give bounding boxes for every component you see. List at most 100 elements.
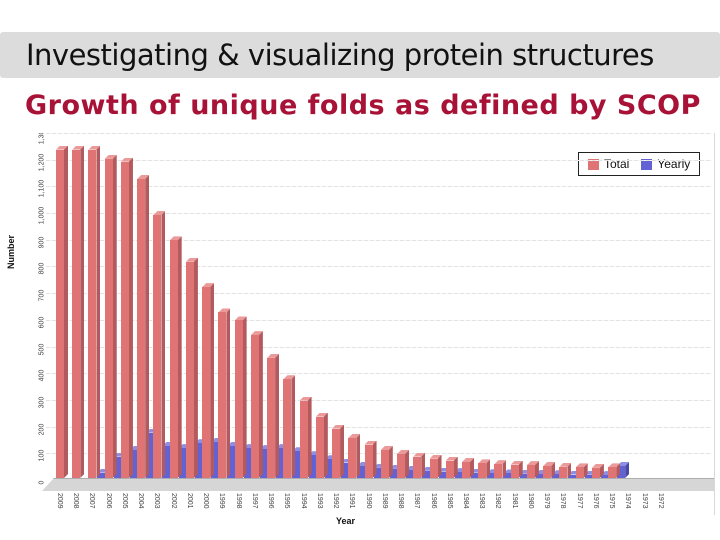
bar-total-1994 [299, 396, 312, 478]
x-axis-tick-label: 1978 [559, 493, 567, 509]
y-axis-tick-label: 1,100 [38, 180, 46, 198]
y-axis-tick-label: 300 [38, 396, 46, 409]
y-axis-tick-label: 1,200 [38, 153, 46, 171]
gridline [46, 293, 712, 295]
bar-total-2003 [153, 211, 166, 478]
gridline [46, 186, 712, 188]
y-axis-tick-label: 1,000 [38, 206, 46, 225]
gridline [46, 239, 712, 241]
gridline [46, 453, 712, 455]
bar-total-1978 [559, 462, 572, 478]
x-axis-tick-label: 2007 [88, 493, 96, 509]
y-axis-tick-label: 100 [38, 449, 46, 462]
bar-total-1983 [478, 459, 491, 478]
bar-total-1993 [315, 412, 328, 478]
bar-total-1988 [397, 449, 410, 478]
bar-total-1981 [510, 460, 523, 478]
x-axis-tick-label: 1997 [250, 493, 258, 509]
bar-total-1990 [364, 440, 377, 478]
title-band: Investigating & visualizing protein stru… [0, 32, 720, 78]
y-axis-tick-label: 1,300 [38, 133, 46, 145]
x-axis-tick-label: 1986 [429, 493, 437, 509]
slide-subtitle: Growth of unique folds as defined by SCO… [25, 90, 701, 121]
x-axis-tick-label: 1973 [640, 493, 648, 509]
bar-total-1976 [591, 463, 604, 478]
x-axis-tick-label: 1985 [445, 493, 453, 509]
gridline [46, 213, 712, 214]
y-axis-tick-label: 600 [38, 316, 46, 329]
y-axis-tick-label: 0 [38, 480, 46, 485]
x-axis-tick-label: 1995 [283, 493, 291, 509]
x-axis-tick-label: 1996 [267, 493, 275, 509]
bar-total-2002 [169, 236, 182, 478]
x-axis-tick-label: 1987 [413, 493, 421, 509]
x-axis-tick-label: 1983 [478, 493, 486, 509]
bar-total-1985 [445, 456, 458, 478]
x-axis-title: Year [336, 516, 356, 526]
bar-total-1982 [494, 460, 507, 478]
gridline [46, 319, 712, 321]
bar-total-1979 [543, 461, 556, 478]
bar-total-1977 [575, 463, 588, 478]
x-axis-tick-label: 1982 [494, 493, 502, 509]
bar-total-1995 [283, 375, 296, 478]
x-axis-tick-label: 1977 [575, 493, 583, 509]
bar-total-1975 [608, 463, 621, 478]
x-axis-tick-label: 1991 [348, 493, 356, 509]
bar-total-1999 [218, 308, 231, 478]
bar-total-2007 [88, 145, 101, 478]
gridline [46, 159, 712, 161]
y-axis-title: Number [6, 235, 16, 270]
x-axis-tick-label: 2008 [72, 493, 80, 509]
x-axis-tick-label: 1979 [543, 493, 551, 509]
bar-total-1998 [234, 316, 247, 478]
x-axis-tick-label: 2003 [153, 493, 161, 509]
y-axis-tick-label: 900 [38, 236, 46, 249]
y-axis-tick-label: 500 [38, 343, 46, 355]
x-axis-tick-label: 1980 [526, 493, 534, 509]
gridline [46, 266, 712, 268]
x-axis-tick-label: 1976 [591, 493, 599, 509]
bar-total-2009 [56, 145, 68, 478]
x-axis-tick-label: 1988 [397, 493, 405, 509]
total-series-swatch-icon [588, 158, 599, 170]
bar-chart: Total Yearly 0 100 200 300 400 500 600 700 800 90… [36, 133, 715, 515]
x-axis-tick-label: 1974 [624, 493, 632, 509]
x-axis-tick-label: 1990 [364, 493, 372, 509]
bar-total-1991 [348, 433, 361, 478]
chart-legend: Total Yearly [578, 152, 701, 176]
bar-total-1984 [462, 457, 474, 478]
x-axis-tick-label: 1972 [656, 493, 664, 509]
x-axis-tick-label: 1984 [462, 493, 469, 509]
bar-total-2001 [185, 257, 198, 478]
bar-total-1986 [429, 454, 442, 478]
x-axis-tick-label: 1999 [218, 493, 226, 509]
gridline [46, 399, 712, 401]
bar-total-1997 [250, 331, 263, 478]
y-axis-tick-label: 800 [38, 263, 46, 275]
x-axis-tick-label: 1989 [380, 493, 388, 509]
gridline [46, 373, 712, 375]
gridline [46, 346, 712, 348]
x-axis-tick-label: 2006 [104, 493, 112, 509]
x-axis-tick-label: 2004 [137, 493, 145, 509]
bar-total-1992 [332, 424, 345, 478]
bar-yearly-1975 [617, 461, 630, 478]
x-axis-tick-label: 1993 [315, 493, 323, 509]
x-axis-tick-label: 2001 [185, 493, 193, 509]
bar-total-1989 [380, 445, 393, 478]
x-axis-tick-label: 1992 [332, 493, 340, 509]
y-axis-tick-label: 700 [38, 289, 46, 302]
x-axis-tick-label: 1998 [234, 493, 242, 509]
bar-total-1996 [267, 353, 280, 478]
yearly-series-swatch-icon [641, 158, 653, 170]
x-axis-tick-label: 2002 [169, 493, 177, 509]
gridline [46, 426, 712, 428]
bar-total-2000 [202, 283, 215, 478]
x-axis-tick-label: 1975 [608, 493, 616, 509]
x-axis-tick-label: 2000 [202, 493, 210, 509]
bar-total-2004 [137, 174, 150, 478]
gridline [46, 133, 712, 134]
x-axis-tick-label: 2009 [56, 493, 63, 509]
